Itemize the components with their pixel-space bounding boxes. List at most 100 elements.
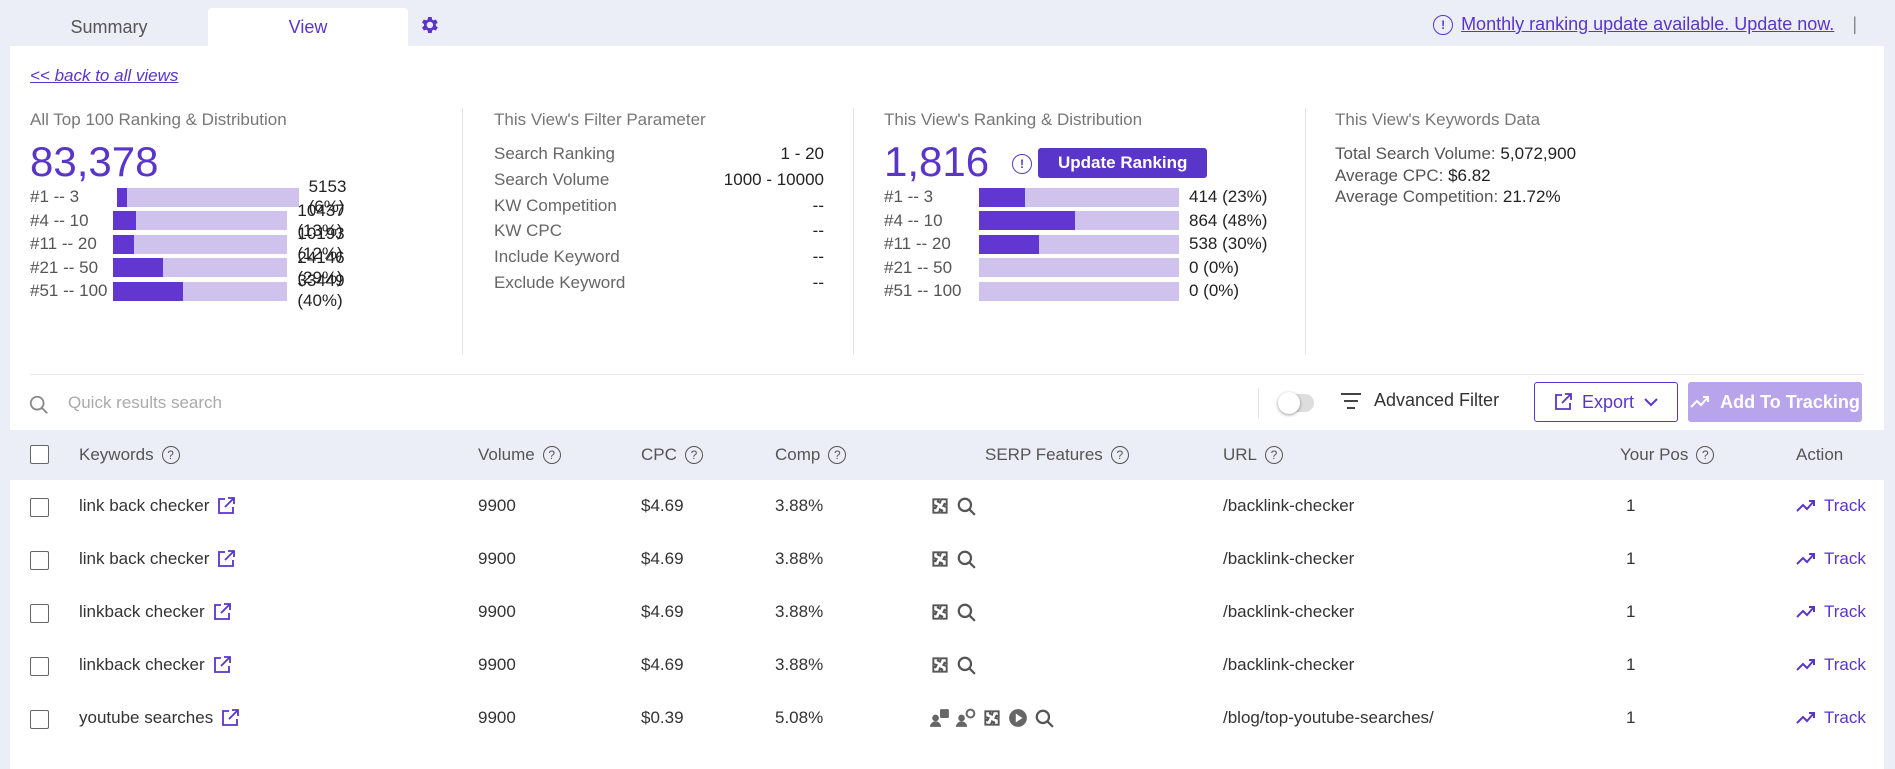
chevron-down-icon <box>1644 398 1658 407</box>
stat-key: Average Competition: <box>1335 187 1499 206</box>
help-icon[interactable]: ? <box>1696 446 1715 464</box>
update-notice: ! Monthly ranking update available. Upda… <box>1433 14 1857 35</box>
filter-icon <box>1341 392 1361 409</box>
notice-separator: | <box>1852 14 1857 34</box>
external-link-icon[interactable] <box>213 603 231 621</box>
external-link-icon <box>1555 393 1572 410</box>
search-icon <box>957 656 976 675</box>
range-value: 33449 (40%) <box>297 271 345 310</box>
distribution-row: #21 -- 50 0 (0%) <box>884 257 1239 279</box>
stat-value: 21.72% <box>1502 187 1561 206</box>
update-ranking-button[interactable]: Update Ranking <box>1038 148 1208 178</box>
col-url[interactable]: URL? <box>1223 445 1284 465</box>
external-link-icon[interactable] <box>217 550 236 568</box>
top-bar: Summary View ! Monthly ranking update av… <box>0 0 1895 46</box>
distribution-bar <box>112 281 288 301</box>
trend-up-icon <box>1796 553 1815 565</box>
filter-toggle[interactable] <box>1278 392 1314 414</box>
comp-cell: 3.88% <box>775 655 824 674</box>
table-row: linkback checker 9900 $4.69 3.88% /backlink-… <box>10 586 1884 639</box>
comp-cell: 3.88% <box>775 496 824 515</box>
distribution-row: #11 -- 20 10193 (12%) <box>30 224 382 263</box>
help-icon[interactable]: ? <box>1110 446 1129 464</box>
range-label: #21 -- 50 <box>884 257 953 277</box>
table-row: linkback checker 9900 $4.69 3.88% /backlink-… <box>10 639 1884 692</box>
filter-param-row: Include Keyword -- <box>494 247 824 267</box>
position-cell: 1 <box>1626 655 1636 674</box>
distribution-bar <box>979 211 1179 230</box>
back-to-views-link[interactable]: << back to all views <box>30 66 179 85</box>
puzzle-icon <box>932 604 948 620</box>
url-cell: /backlink-checker <box>1223 496 1355 515</box>
filter-param-row: Search Ranking 1 - 20 <box>494 144 824 164</box>
param-value: 1 - 20 <box>780 144 824 163</box>
view-ranking-section: This View's Ranking & Distribution 1,816… <box>884 110 1284 301</box>
filter-params-section: This View's Filter Parameter Search Rank… <box>494 110 834 292</box>
help-icon[interactable]: ? <box>542 446 561 464</box>
external-link-icon[interactable] <box>213 656 231 674</box>
distribution-row: #21 -- 50 24146 (29%) <box>30 248 382 287</box>
external-link-icon[interactable] <box>221 709 240 727</box>
distribution-bar <box>979 234 1179 254</box>
keyword-text: linkback checker <box>79 655 205 674</box>
help-icon[interactable]: ? <box>684 446 703 464</box>
results-toolbar: Advanced Filter Export Add To Tracking <box>10 376 1884 430</box>
export-button[interactable]: Export <box>1534 382 1678 422</box>
gear-icon[interactable] <box>418 14 440 36</box>
track-button[interactable]: Track <box>1796 602 1866 622</box>
col-label: Your Pos <box>1620 445 1689 464</box>
distribution-row: #11 -- 20 538 (30%) <box>884 233 1267 255</box>
param-key: Search Volume <box>494 169 610 189</box>
col-volume[interactable]: Volume? <box>478 445 561 465</box>
select-all-checkbox[interactable] <box>30 445 49 464</box>
advanced-filter-button[interactable]: Advanced Filter <box>1340 390 1499 411</box>
tab-summary[interactable]: Summary <box>70 16 148 37</box>
trend-up-icon <box>1796 659 1815 671</box>
help-icon[interactable]: ? <box>1265 446 1284 464</box>
track-button[interactable]: Track <box>1796 708 1866 728</box>
cpc-cell: $0.39 <box>641 708 684 727</box>
range-label: #4 -- 10 <box>884 210 943 230</box>
tab-view[interactable]: View <box>208 8 408 46</box>
distribution-bar <box>112 211 288 230</box>
volume-cell: 9900 <box>478 655 516 674</box>
col-serp-features[interactable]: SERP Features? <box>985 445 1129 465</box>
track-button[interactable]: Track <box>1796 655 1866 675</box>
help-icon[interactable]: ? <box>161 446 180 464</box>
track-button[interactable]: Track <box>1796 496 1866 516</box>
bar-fill <box>979 187 1025 207</box>
track-label: Track <box>1824 655 1866 674</box>
row-checkbox[interactable] <box>30 657 49 676</box>
range-value: 538 (30%) <box>1189 234 1268 253</box>
track-label: Track <box>1824 496 1866 515</box>
col-keywords[interactable]: Keywords? <box>79 445 180 465</box>
add-to-tracking-button[interactable]: Add To Tracking <box>1688 382 1862 422</box>
row-checkbox[interactable] <box>30 604 49 623</box>
col-cpc[interactable]: CPC? <box>641 445 703 465</box>
update-now-link[interactable]: Monthly ranking update available. Update… <box>1461 14 1835 34</box>
stat-key: Total Search Volume: <box>1335 144 1496 163</box>
track-label: Track <box>1824 549 1866 568</box>
col-comp[interactable]: Comp? <box>775 445 847 465</box>
bar-fill <box>979 234 1039 254</box>
col-label: URL <box>1223 445 1258 464</box>
quick-search-input[interactable] <box>68 388 668 418</box>
keyword-stat-row: Average CPC: $6.82 <box>1335 166 1491 186</box>
track-button[interactable]: Track <box>1796 549 1866 569</box>
col-your-pos[interactable]: Your Pos? <box>1620 445 1715 465</box>
section-title: This View's Filter Parameter <box>494 110 706 129</box>
param-value: -- <box>812 273 824 292</box>
range-value: 0 (0%) <box>1189 281 1240 300</box>
search-icon <box>957 497 976 516</box>
row-checkbox[interactable] <box>30 710 49 729</box>
people-ask-icon <box>930 709 949 727</box>
keyword-stat-row: Total Search Volume: 5,072,900 <box>1335 144 1576 164</box>
row-checkbox[interactable] <box>30 551 49 570</box>
external-link-icon[interactable] <box>217 497 236 515</box>
help-icon[interactable]: ? <box>828 446 847 464</box>
param-key: KW CPC <box>494 221 562 241</box>
param-value: -- <box>812 221 824 241</box>
table-header: Keywords? Volume? CPC? Comp? SERP Featur… <box>10 430 1884 480</box>
row-checkbox[interactable] <box>30 498 49 517</box>
keyword-cell: linkback checker <box>79 655 231 675</box>
